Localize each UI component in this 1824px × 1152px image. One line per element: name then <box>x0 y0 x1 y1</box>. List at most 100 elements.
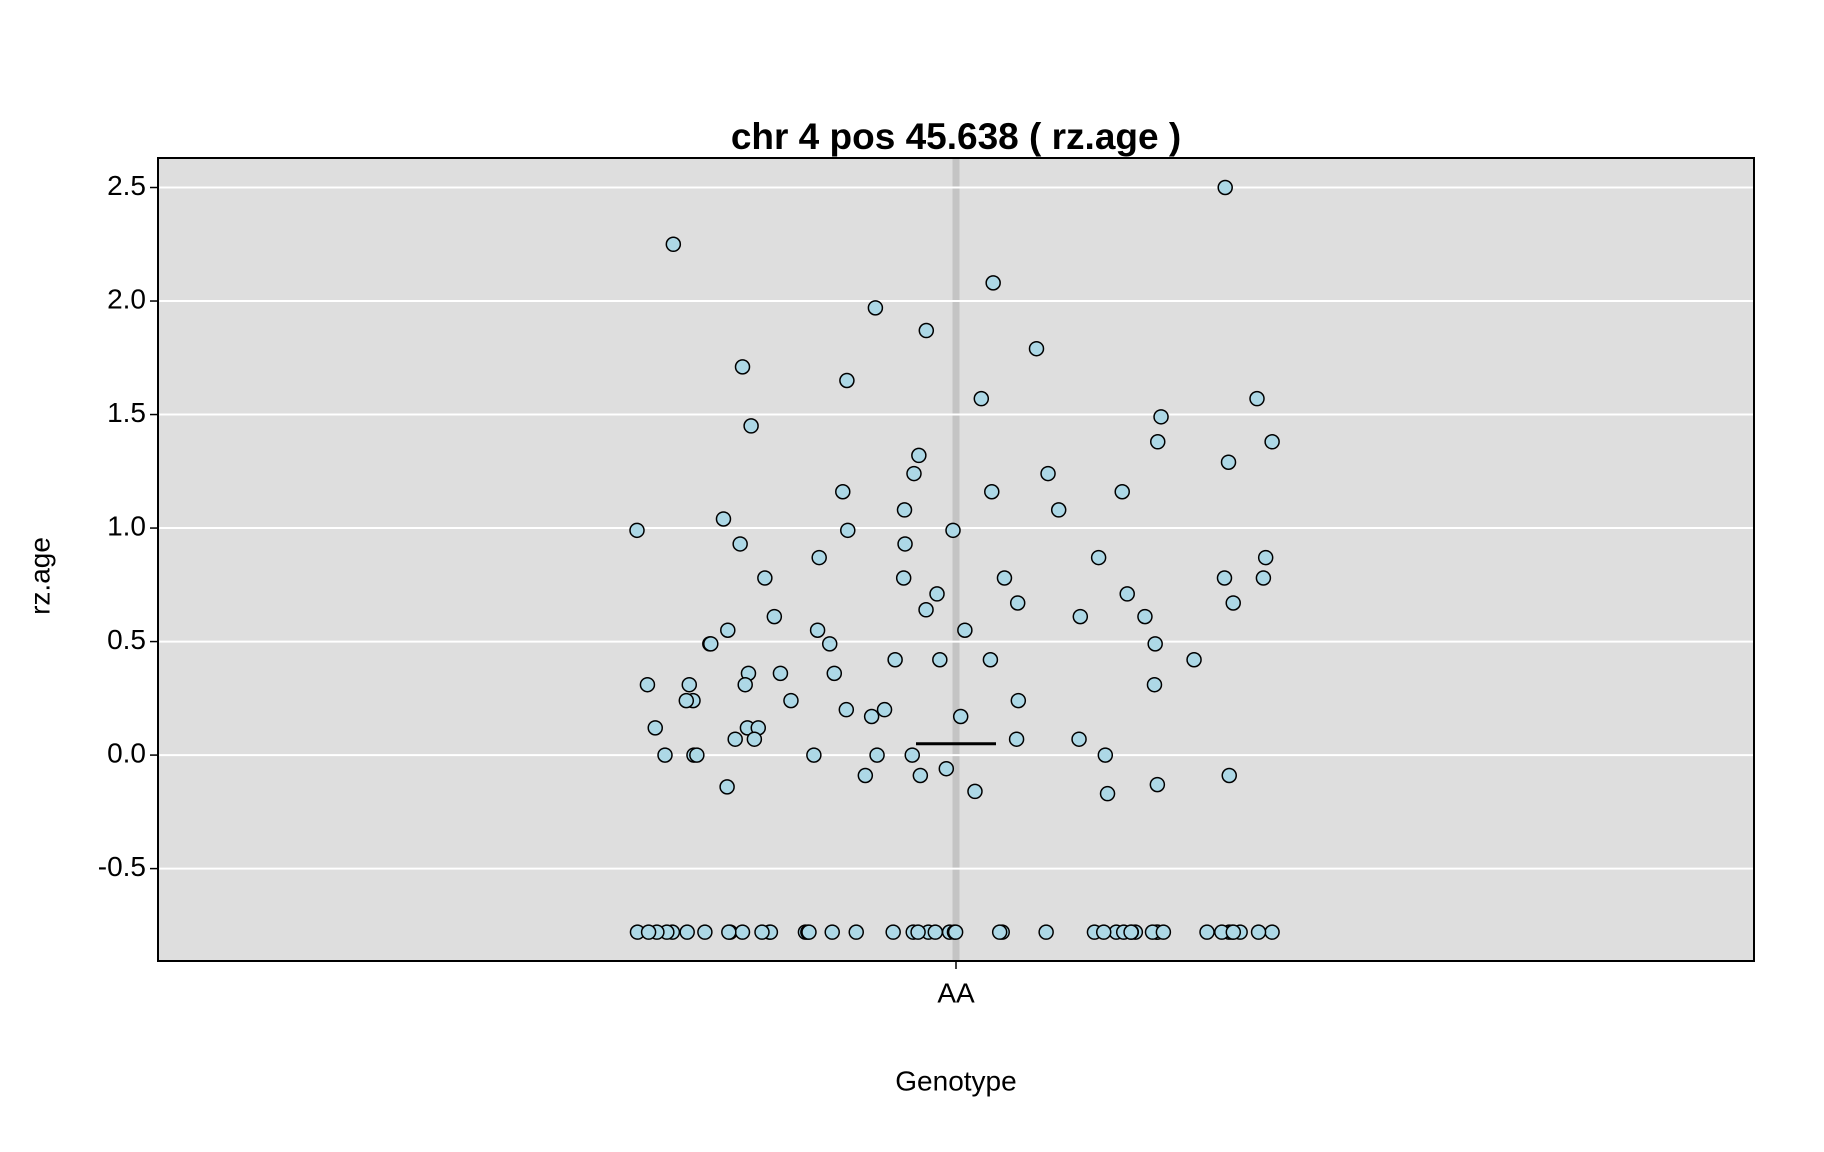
point <box>1153 409 1169 425</box>
point <box>1090 549 1107 566</box>
point <box>927 924 944 940</box>
y-axis-label: rz.age <box>24 537 55 615</box>
point <box>640 924 657 940</box>
point <box>809 622 826 638</box>
plot-border <box>157 157 1755 962</box>
point <box>887 651 903 668</box>
point <box>1123 924 1139 940</box>
y-tick-label: -0.5 <box>98 851 146 882</box>
point <box>1028 340 1045 357</box>
point <box>1050 502 1067 518</box>
point <box>910 924 926 940</box>
point <box>1040 465 1056 482</box>
point <box>1071 731 1087 747</box>
point <box>906 465 922 482</box>
point <box>657 747 673 763</box>
point <box>897 536 913 552</box>
point <box>869 747 885 763</box>
point <box>1186 651 1202 668</box>
point <box>1008 731 1025 747</box>
point <box>757 570 773 586</box>
point <box>811 549 827 566</box>
point <box>1009 595 1026 611</box>
point <box>727 731 743 747</box>
point <box>967 783 983 800</box>
x-axis-label: Genotype <box>895 1065 1016 1096</box>
point <box>1099 785 1116 802</box>
point <box>838 701 855 718</box>
point <box>867 300 884 316</box>
point <box>766 608 783 625</box>
y-tick-label: 2.5 <box>107 170 146 201</box>
point <box>703 636 719 652</box>
point <box>1150 434 1166 450</box>
point <box>678 692 695 709</box>
point <box>1114 483 1130 500</box>
point <box>826 665 843 682</box>
point <box>912 767 929 784</box>
point <box>665 236 682 253</box>
point <box>938 760 955 777</box>
point <box>754 924 770 940</box>
point <box>885 924 901 940</box>
point <box>734 359 751 375</box>
point <box>929 586 945 602</box>
point <box>1221 767 1238 784</box>
point <box>973 390 990 407</box>
point <box>863 708 880 725</box>
point <box>689 747 705 763</box>
point <box>679 924 695 940</box>
chart-title: chr 4 pos 45.638 ( rz.age ) <box>731 116 1181 157</box>
point <box>721 924 737 940</box>
point <box>697 924 713 940</box>
point <box>1137 608 1153 625</box>
point <box>806 747 822 763</box>
point <box>1257 549 1274 566</box>
point <box>1147 636 1163 652</box>
point <box>835 483 851 500</box>
point <box>639 676 656 693</box>
point <box>896 502 913 518</box>
point <box>1155 924 1172 940</box>
point <box>1097 747 1114 763</box>
point <box>1225 924 1242 940</box>
point <box>746 731 763 747</box>
point <box>985 275 1001 291</box>
point <box>1095 924 1112 940</box>
point <box>647 720 663 736</box>
x-tick-label: AA <box>937 977 975 1008</box>
point <box>957 622 973 638</box>
point <box>1250 924 1267 940</box>
point <box>1217 179 1233 196</box>
point <box>947 924 964 940</box>
point <box>1220 454 1237 470</box>
point <box>945 522 961 539</box>
point <box>848 924 864 940</box>
point <box>857 767 874 784</box>
point <box>715 511 732 527</box>
point <box>1216 570 1233 586</box>
y-tick-label: 2.0 <box>107 283 146 314</box>
point <box>952 708 969 725</box>
point <box>932 651 948 668</box>
point <box>1010 692 1027 709</box>
point <box>629 522 645 539</box>
point <box>1264 924 1280 940</box>
point <box>719 779 735 795</box>
point <box>824 924 840 940</box>
point <box>839 372 855 389</box>
point <box>1146 676 1163 693</box>
point <box>1249 390 1265 407</box>
point <box>1264 434 1280 450</box>
point <box>821 636 838 652</box>
point <box>982 651 999 668</box>
point <box>876 701 893 718</box>
point <box>918 322 935 339</box>
point <box>1038 924 1054 940</box>
point <box>732 536 748 552</box>
point <box>895 570 912 586</box>
point <box>1199 924 1215 940</box>
point <box>1255 570 1272 586</box>
point <box>743 418 759 434</box>
